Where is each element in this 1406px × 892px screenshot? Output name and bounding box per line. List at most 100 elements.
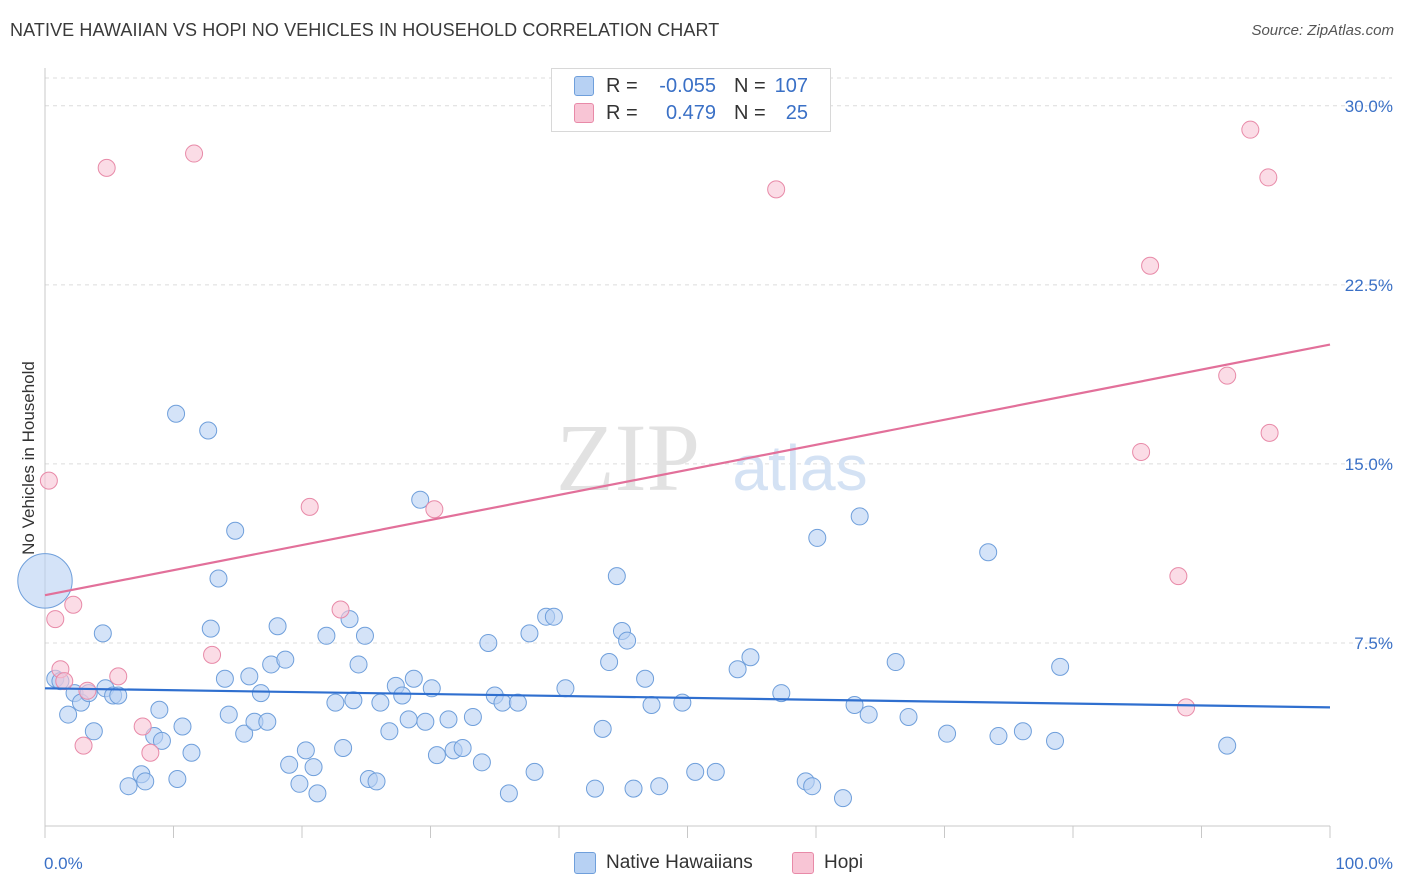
native-hawaiians-point (493, 693, 512, 712)
r-label: R = (606, 101, 638, 124)
native-hawaiians-point (355, 626, 374, 645)
native-hawaiians-point (150, 700, 169, 719)
n-value: 107 (774, 74, 808, 97)
native-hawaiians-point (803, 777, 822, 796)
native-hawaiians-point (899, 707, 918, 726)
y-tick-label: 22.5% (1345, 276, 1393, 295)
native-hawaiians-point (280, 755, 299, 774)
native-hawaiians-point (93, 624, 112, 643)
native-hawaiians-point (499, 784, 518, 803)
native-hawaiians-point (463, 707, 482, 726)
native-hawaiians-point (439, 710, 458, 729)
native-hawaiians-point (520, 624, 539, 643)
pink-swatch (574, 103, 594, 123)
watermark: ZIP atlas (556, 404, 868, 511)
hopi-point (1132, 442, 1151, 461)
native-hawaiians-point (258, 712, 277, 731)
native-hawaiians-point (607, 567, 626, 586)
legend-item-native-hawaiians[interactable]: Native Hawaiians (574, 852, 753, 874)
legend-row-hopi: R = 0.479 N = 25 (574, 100, 808, 126)
native-hawaiians-point (772, 684, 791, 703)
legend-item-hopi[interactable]: Hopi (792, 852, 863, 874)
native-hawaiians-point (136, 772, 155, 791)
r-value: -0.055 (659, 74, 716, 97)
native-hawaiians-point (119, 777, 138, 796)
native-hawaiians-point (226, 521, 245, 540)
native-hawaiians-point (938, 724, 957, 743)
native-hawaiians-point (152, 731, 171, 750)
native-hawaiians-point (808, 528, 827, 547)
native-hawaiians-point (585, 779, 604, 798)
watermark-atlas: atlas (732, 432, 867, 504)
native-hawaiians-point (334, 738, 353, 757)
native-hawaiians-point (859, 705, 878, 724)
native-hawaiians-point (686, 762, 705, 781)
hopi-point (767, 180, 786, 199)
native-hawaiians-point (182, 743, 201, 762)
hopi-point (425, 500, 444, 519)
native-hawaiians-point (624, 779, 643, 798)
n-label: N = (734, 74, 766, 97)
native-hawaiians-point (508, 693, 527, 712)
hopi-point (1241, 120, 1260, 139)
native-hawaiians-point (167, 404, 186, 423)
native-hawaiians-point (393, 686, 412, 705)
native-hawaiians-point (17, 553, 73, 609)
hopi-point (1218, 366, 1237, 385)
legend-label: Native Hawaiians (606, 852, 753, 873)
hopi-point (300, 497, 319, 516)
hopi-point (1259, 168, 1278, 187)
hopi-point (64, 595, 83, 614)
hopi-point (78, 681, 97, 700)
x-tick-label: 0.0% (44, 854, 83, 873)
legend-label: Hopi (824, 852, 864, 873)
hopi-point (133, 717, 152, 736)
native-hawaiians-point (706, 762, 725, 781)
native-hawaiians-point (168, 770, 187, 789)
native-hawaiians-point (833, 789, 852, 808)
hopi-point (1141, 256, 1160, 275)
hopi-trend-line (44, 343, 1331, 597)
native-hawaiians-point (411, 490, 430, 509)
watermark-zip: ZIP (556, 404, 700, 511)
native-hawaiians-point (240, 667, 259, 686)
native-hawaiians-point (109, 686, 128, 705)
native-hawaiians-point (593, 719, 612, 738)
hopi-point (74, 736, 93, 755)
hopi-point (331, 600, 350, 619)
r-value: 0.479 (665, 101, 716, 124)
hopi-point (1260, 423, 1279, 442)
native-hawaiians-point (1051, 657, 1070, 676)
legend-row-native-hawaiians: R = -0.055 N = 107 (574, 73, 808, 99)
r-label: R = (606, 74, 638, 97)
native-hawaiians-point (422, 679, 441, 698)
correlation-legend: R = -0.055 N = 107 R = 0.479 N = 25 (551, 68, 831, 132)
native-hawaiians-point (317, 626, 336, 645)
native-hawaiians-point (235, 724, 254, 743)
native-hawaiians-point (850, 507, 869, 526)
blue-swatch (574, 76, 594, 96)
x-tick-label: 100.0% (1335, 854, 1393, 873)
native-hawaiians-trend-line (44, 687, 1331, 709)
native-hawaiians-point (886, 653, 905, 672)
native-hawaiians-point (371, 693, 390, 712)
native-hawaiians-points (17, 404, 1237, 808)
native-hawaiians-point (344, 691, 363, 710)
hopi-point (46, 610, 65, 629)
grid-layer (45, 77, 1392, 644)
native-hawaiians-point (251, 684, 270, 703)
n-label: N = (734, 101, 766, 124)
hopi-point (109, 667, 128, 686)
native-hawaiians-point (479, 633, 498, 652)
hopi-point (203, 645, 222, 664)
hopi-point (1177, 698, 1196, 717)
native-hawaiians-point (472, 753, 491, 772)
native-hawaiians-point (979, 543, 998, 562)
y-tick-label: 30.0% (1345, 97, 1393, 116)
hopi-point (97, 158, 116, 177)
native-hawaiians-point (326, 693, 345, 712)
hopi-point (1169, 567, 1188, 586)
native-hawaiians-point (215, 669, 234, 688)
native-hawaiians-point (1013, 722, 1032, 741)
chart-title: NATIVE HAWAIIAN VS HOPI NO VEHICLES IN H… (10, 20, 720, 40)
